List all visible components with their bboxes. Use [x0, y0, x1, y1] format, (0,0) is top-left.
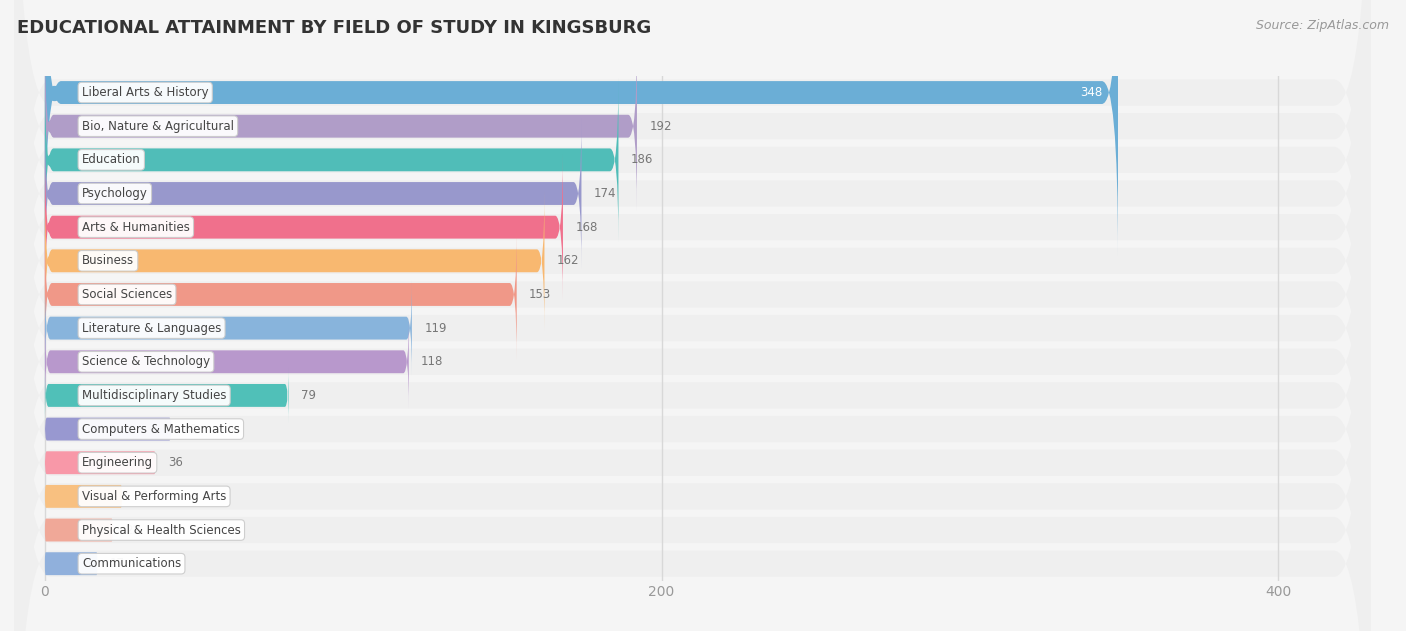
Text: Computers & Mathematics: Computers & Mathematics [82, 423, 240, 435]
FancyBboxPatch shape [45, 280, 412, 377]
Text: Liberal Arts & History: Liberal Arts & History [82, 86, 208, 99]
FancyBboxPatch shape [45, 451, 156, 474]
Text: Arts & Humanities: Arts & Humanities [82, 221, 190, 233]
Text: 168: 168 [575, 221, 598, 233]
Text: 186: 186 [631, 153, 654, 167]
Text: 79: 79 [301, 389, 316, 402]
FancyBboxPatch shape [14, 72, 1371, 631]
FancyBboxPatch shape [14, 0, 1371, 618]
FancyBboxPatch shape [14, 0, 1371, 631]
FancyBboxPatch shape [14, 0, 1371, 631]
FancyBboxPatch shape [14, 105, 1371, 631]
FancyBboxPatch shape [14, 0, 1371, 517]
Text: 17: 17 [110, 557, 125, 570]
Text: Science & Technology: Science & Technology [82, 355, 209, 369]
Text: 192: 192 [650, 120, 672, 133]
FancyBboxPatch shape [45, 519, 112, 541]
Text: 119: 119 [425, 322, 447, 334]
FancyBboxPatch shape [14, 0, 1371, 483]
Text: 162: 162 [557, 254, 579, 268]
FancyBboxPatch shape [14, 139, 1371, 631]
FancyBboxPatch shape [45, 485, 122, 508]
FancyBboxPatch shape [14, 0, 1371, 584]
FancyBboxPatch shape [14, 38, 1371, 631]
Text: 22: 22 [125, 524, 141, 536]
Text: Visual & Performing Arts: Visual & Performing Arts [82, 490, 226, 503]
FancyBboxPatch shape [45, 367, 288, 424]
Text: Physical & Health Sciences: Physical & Health Sciences [82, 524, 240, 536]
FancyBboxPatch shape [14, 0, 1371, 631]
FancyBboxPatch shape [45, 552, 97, 575]
Text: 118: 118 [422, 355, 443, 369]
Text: 36: 36 [169, 456, 183, 469]
FancyBboxPatch shape [45, 117, 582, 270]
Text: 153: 153 [529, 288, 551, 301]
Text: Literature & Languages: Literature & Languages [82, 322, 221, 334]
Text: Multidisciplinary Studies: Multidisciplinary Studies [82, 389, 226, 402]
Text: Communications: Communications [82, 557, 181, 570]
Text: Source: ZipAtlas.com: Source: ZipAtlas.com [1256, 19, 1389, 32]
Text: Engineering: Engineering [82, 456, 153, 469]
Text: Bio, Nature & Agricultural: Bio, Nature & Agricultural [82, 120, 233, 133]
FancyBboxPatch shape [45, 418, 172, 440]
Text: 25: 25 [135, 490, 149, 503]
FancyBboxPatch shape [45, 191, 544, 331]
Text: Psychology: Psychology [82, 187, 148, 200]
FancyBboxPatch shape [14, 173, 1371, 631]
Text: Education: Education [82, 153, 141, 167]
Text: Business: Business [82, 254, 134, 268]
Text: 348: 348 [1080, 86, 1102, 99]
FancyBboxPatch shape [45, 0, 1118, 257]
FancyBboxPatch shape [45, 314, 409, 410]
FancyBboxPatch shape [45, 154, 562, 300]
FancyBboxPatch shape [14, 0, 1371, 551]
FancyBboxPatch shape [45, 228, 516, 360]
Text: Social Sciences: Social Sciences [82, 288, 172, 301]
Text: 174: 174 [593, 187, 616, 200]
Text: EDUCATIONAL ATTAINMENT BY FIELD OF STUDY IN KINGSBURG: EDUCATIONAL ATTAINMENT BY FIELD OF STUDY… [17, 19, 651, 37]
FancyBboxPatch shape [45, 78, 619, 242]
Text: 41: 41 [184, 423, 198, 435]
FancyBboxPatch shape [14, 4, 1371, 631]
FancyBboxPatch shape [45, 41, 637, 211]
FancyBboxPatch shape [14, 0, 1371, 631]
